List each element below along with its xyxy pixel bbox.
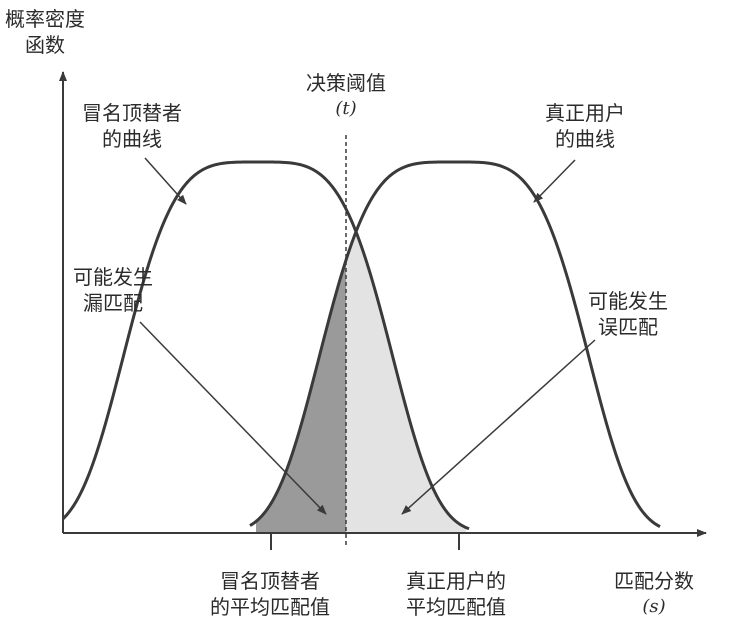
y-axis-label-line-1: 概率密度 <box>5 7 85 31</box>
genuine-curve-label-line-1: 真正用户 <box>545 101 625 125</box>
threshold-label-text: 决策阈值 <box>306 71 386 95</box>
genuine-mean-label-line-1: 真正用户的 <box>406 569 506 593</box>
genuine-mean-label-line-2: 平均匹配值 <box>406 595 506 619</box>
y-axis-label: 概率密度 函数 <box>5 6 85 58</box>
false-reject-region <box>256 260 346 533</box>
x-axis-label-line-1: 匹配分数 <box>614 569 694 593</box>
x-axis-label-line-2: (s) <box>642 596 666 617</box>
genuine-curve-label-line-2: 的曲线 <box>555 127 615 151</box>
false-accept-label: 可能发生 误匹配 <box>588 288 668 340</box>
genuine-mean-label: 真正用户的 平均匹配值 <box>391 568 521 620</box>
genuine-curve-arrow <box>533 159 576 203</box>
false-accept-label-line-1: 可能发生 <box>588 289 668 313</box>
impostor-curve-label-line-2: 的曲线 <box>102 127 162 151</box>
false-accept-label-line-2: 误匹配 <box>598 315 658 339</box>
x-axis-label: 匹配分数 (s) <box>604 568 704 620</box>
impostor-curve-arrow <box>144 157 187 205</box>
impostor-mean-label-line-2: 的平均匹配值 <box>210 595 330 619</box>
impostor-curve <box>61 160 470 531</box>
threshold-label: 决策阈值 (t) <box>291 70 401 122</box>
false-reject-label-line-1: 可能发生 <box>73 265 153 289</box>
genuine-curve <box>249 160 661 528</box>
false-accept-arrow <box>401 339 596 515</box>
false-reject-arrow <box>139 321 327 515</box>
genuine-curve-label: 真正用户 的曲线 <box>545 100 625 152</box>
false-reject-label: 可能发生 漏匹配 <box>73 264 153 316</box>
false-reject-label-line-2: 漏匹配 <box>83 291 143 315</box>
threshold-symbol: (t) <box>335 98 357 119</box>
impostor-curve-label: 冒名顶替者 的曲线 <box>82 100 182 152</box>
false-accept-region <box>346 231 466 533</box>
impostor-mean-label: 冒名顶替者 的平均匹配值 <box>195 568 345 620</box>
y-axis-label-line-2: 函数 <box>25 33 65 57</box>
impostor-curve-label-line-1: 冒名顶替者 <box>82 101 182 125</box>
impostor-mean-label-line-1: 冒名顶替者 <box>220 569 320 593</box>
